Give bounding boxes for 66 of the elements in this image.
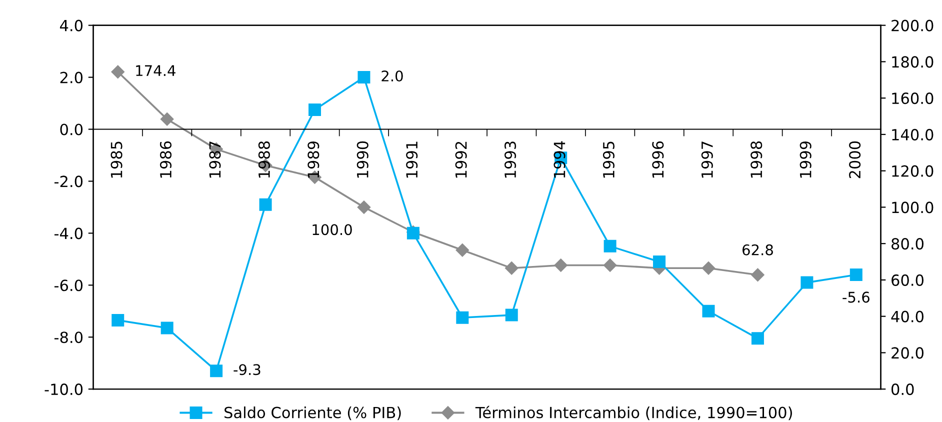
point <box>702 304 715 318</box>
y-tick-label: -2.0 <box>54 176 83 188</box>
y-tick-label: -4.0 <box>54 228 83 240</box>
point <box>603 258 617 272</box>
point <box>160 112 174 126</box>
x-tick-label: 1986 <box>160 141 172 178</box>
x-tick-label: 2000 <box>849 141 861 178</box>
data-label: 2.0 <box>382 70 403 82</box>
point <box>850 268 862 282</box>
y2-tick-label: 60.0 <box>892 274 924 286</box>
point <box>456 244 469 257</box>
point <box>751 268 764 282</box>
y2-tick-label: 160.0 <box>892 92 934 104</box>
y2-tick-label: 20.0 <box>892 347 924 359</box>
point <box>111 65 124 78</box>
point <box>308 104 321 116</box>
y-tick-label: -10.0 <box>44 384 83 396</box>
y-tick-label: 4.0 <box>60 20 83 32</box>
point <box>259 198 272 211</box>
y-tick-label: 2.0 <box>60 72 83 84</box>
x-tick-label: 1985 <box>110 142 122 178</box>
y2-tick-label: 0.0 <box>892 384 914 396</box>
y2-tick-label: 140.0 <box>892 128 934 140</box>
point <box>653 256 666 268</box>
point <box>210 364 223 378</box>
x-tick-label: 1996 <box>652 141 664 178</box>
x-tick-label: 1995 <box>602 142 614 178</box>
point <box>160 322 174 334</box>
point <box>358 71 370 84</box>
point <box>505 308 518 322</box>
data-label: 100.0 <box>312 224 352 236</box>
data-label: -5.6 <box>842 292 870 303</box>
x-tick-label: 1999 <box>800 141 812 178</box>
legend-label: Términos Intercambio (Indice, 1990=100) <box>475 406 792 420</box>
point <box>800 276 814 289</box>
point <box>604 240 616 252</box>
x-tick-label: 1990 <box>356 141 368 178</box>
y2-tick-label: 100.0 <box>892 202 934 214</box>
data-label: 62.8 <box>742 244 773 256</box>
y2-tick-label: 80.0 <box>892 238 924 250</box>
x-tick-label: 1993 <box>504 142 516 178</box>
point <box>751 332 764 345</box>
point <box>702 262 716 275</box>
data-label: -9.3 <box>234 364 260 376</box>
x-tick-label: 1988 <box>258 141 270 178</box>
point <box>456 311 469 324</box>
y-tick-label: 0.0 <box>60 124 83 136</box>
data-label: 174.4 <box>136 65 176 76</box>
point <box>554 258 568 272</box>
y-tick-label: -6.0 <box>54 280 83 292</box>
y2-tick-label: 180.0 <box>892 56 934 68</box>
point <box>112 314 124 326</box>
x-tick-label: 1994 <box>554 141 566 178</box>
legend-label: Saldo Corriente (% PIB) <box>224 406 401 420</box>
point <box>505 262 518 275</box>
x-tick-label: 1987 <box>209 142 221 178</box>
y-tick-label: -8.0 <box>54 332 83 344</box>
x-tick-label: 1989 <box>308 141 320 178</box>
y2-tick-label: 120.0 <box>892 165 934 177</box>
x-tick-label: 1991 <box>406 142 418 178</box>
x-tick-label: 1992 <box>455 142 467 178</box>
x-tick-label: 1998 <box>750 141 762 178</box>
point <box>357 200 371 214</box>
y2-tick-label: 40.0 <box>891 310 924 322</box>
y2-tick-label: 200.0 <box>892 20 934 32</box>
x-tick-label: 1997 <box>701 142 713 178</box>
